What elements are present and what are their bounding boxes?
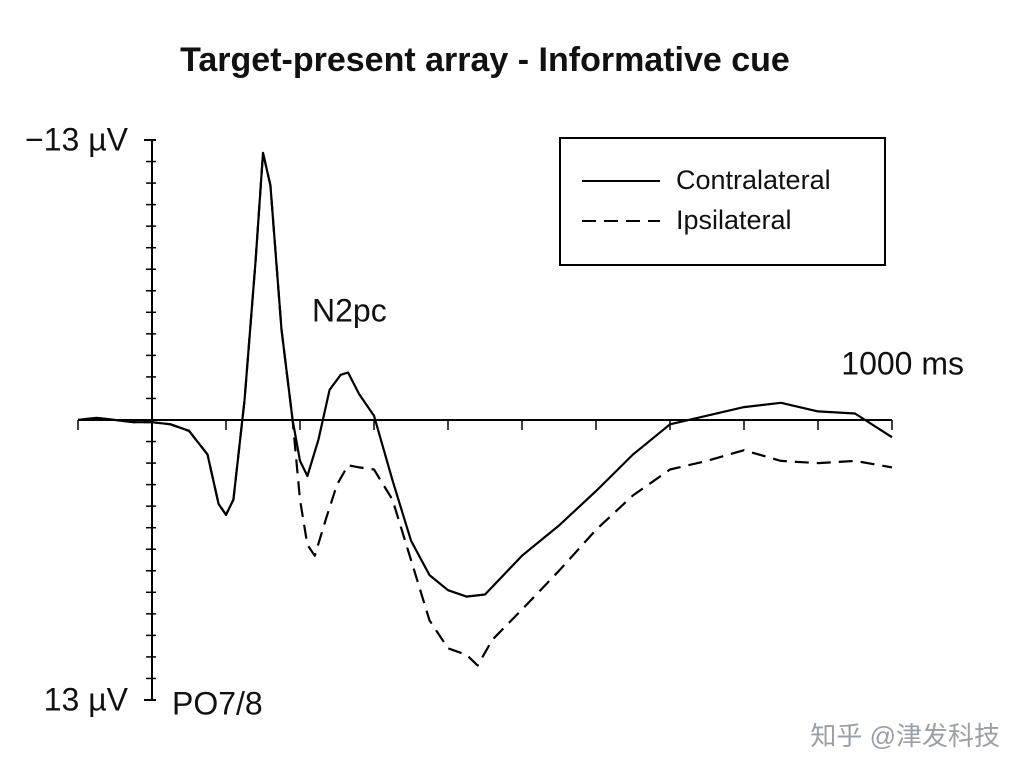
- y-tick-label: 13 µV: [44, 681, 129, 717]
- legend-label: Ipsilateral: [676, 205, 792, 235]
- watermark: 知乎 @津发科技: [810, 721, 1000, 751]
- x-tick-label: 1000 ms: [841, 345, 964, 381]
- annotation: N2pc: [312, 292, 387, 328]
- series-line: [77, 151, 893, 667]
- chart-title: Target-present array - Informative cue: [180, 41, 790, 79]
- legend-box: [559, 137, 886, 266]
- legend-label: Contralateral: [676, 165, 831, 195]
- annotation: PO7/8: [172, 685, 263, 721]
- y-tick-label: −13 µV: [25, 121, 129, 157]
